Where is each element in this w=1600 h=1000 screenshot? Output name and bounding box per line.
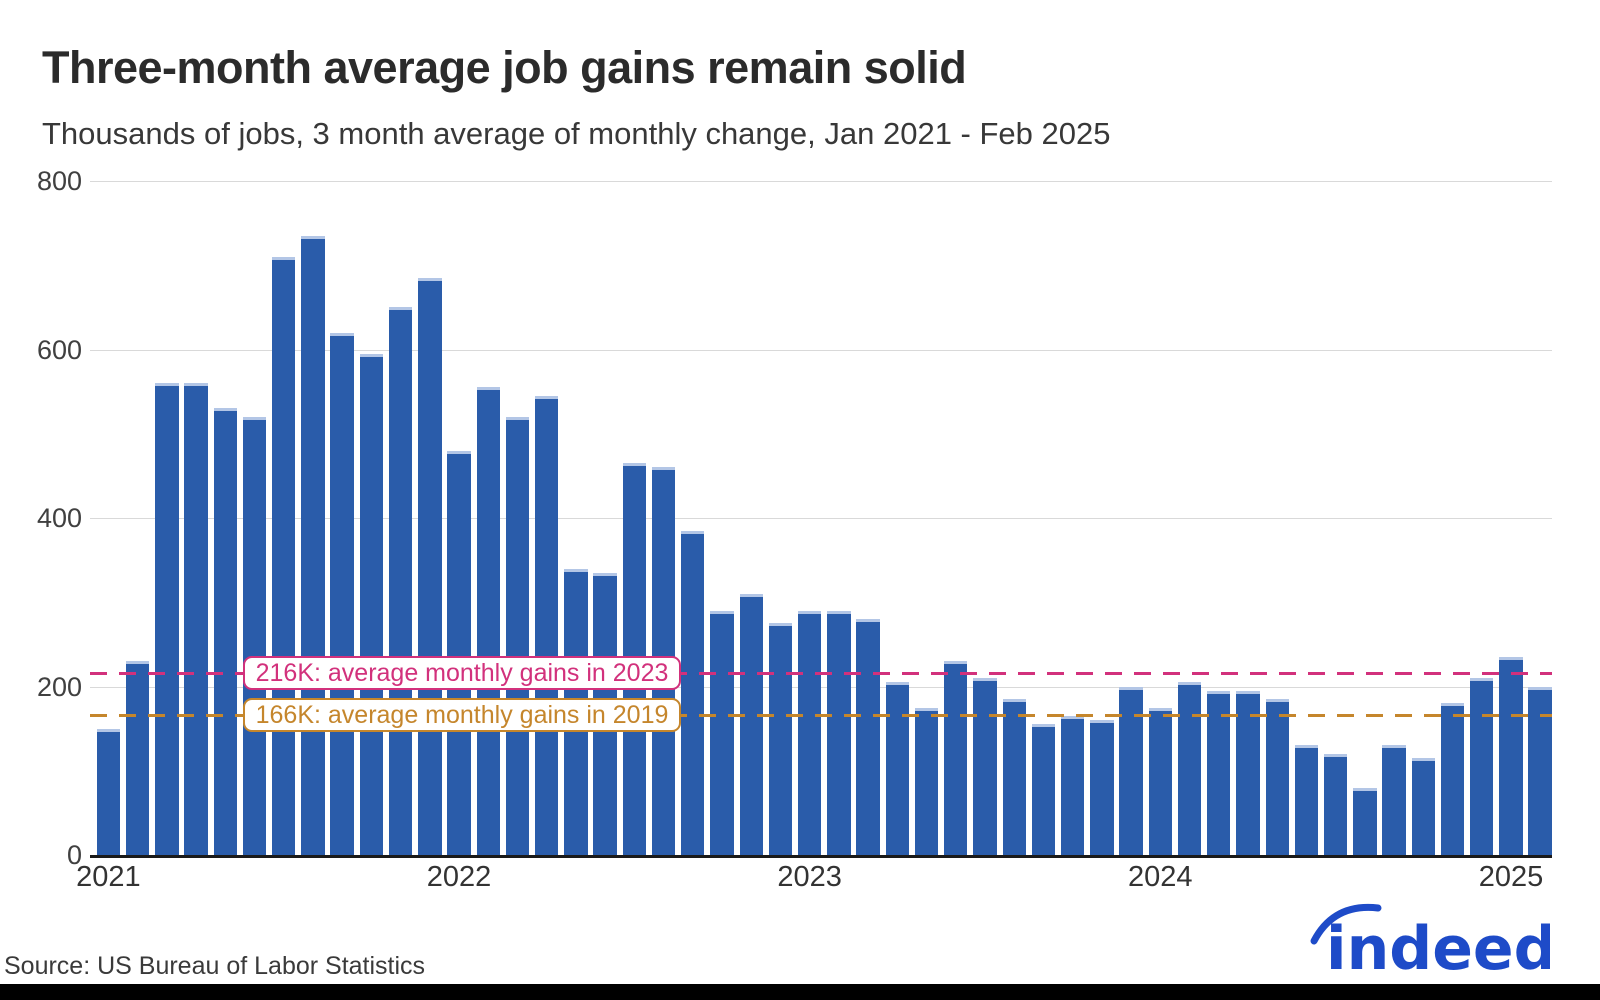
reference-line-2019 [90,713,1552,717]
bar-jan-2023 [797,610,822,855]
bar-mar-2023 [856,619,880,855]
bar-jul-2023 [973,678,997,855]
y-tick-800: 800 [36,166,82,196]
bar-mar-2024 [1207,690,1231,855]
x-tick-2022: 2022 [426,861,492,893]
bar-nov-2021 [388,307,413,855]
bar-feb-2024 [1177,682,1202,855]
bar-mar-2021 [155,383,179,855]
bar-nov-2024 [1440,703,1465,855]
bar-dec-2021 [418,277,442,855]
bar-sep-2022 [681,530,705,855]
bar-sep-2023 [1031,724,1056,855]
x-tick-2024: 2024 [1128,861,1193,893]
bar-feb-2022 [476,387,500,855]
bar-sep-2024 [1382,745,1406,855]
indeed-logo-text: indeed [1326,914,1550,984]
annotation-avg-2019: 166K: average monthly gains in 2019 [243,698,681,733]
chart-title: Three-month average job gains remain sol… [42,42,967,93]
bar-oct-2021 [359,353,384,855]
bar-jun-2021 [242,416,267,855]
bar-feb-2023 [827,610,851,855]
bar-nov-2022 [739,593,763,855]
annotation-avg-2019-label: 166K: average monthly gains in 2019 [255,700,669,729]
bar-mar-2022 [505,416,530,855]
bar-sep-2021 [330,332,354,855]
bar-oct-2022 [710,610,734,855]
y-tick-200: 200 [36,671,82,702]
source-note: Source: US Bureau of Labor Statistics [4,952,426,980]
bar-oct-2023 [1060,716,1085,855]
y-tick-600: 600 [36,334,82,365]
gridline-400 [90,518,1552,519]
bar-aug-2023 [1002,699,1026,855]
bar-may-2021 [213,408,237,855]
bar-jun-2024 [1294,745,1319,855]
x-tick-2025: 2025 [1478,861,1544,893]
indeed-swoosh-icon [1310,903,1382,945]
y-tick-400: 400 [36,503,82,533]
bar-feb-2025 [1528,686,1552,855]
bar-apr-2022 [535,395,559,855]
bar-aug-2024 [1353,787,1377,855]
bar-oct-2024 [1411,758,1435,855]
bar-jan-2021 [96,728,121,855]
bar-aug-2021 [301,235,325,855]
indeed-logo-graphic: indeed [1310,903,1557,984]
bar-apr-2024 [1236,690,1260,855]
indeed-logo: indeed [1300,893,1557,990]
bar-jan-2025 [1499,657,1523,855]
bar-jul-2024 [1323,753,1348,855]
x-tick-2023: 2023 [777,861,842,893]
annotation-avg-2023: 216K: average monthly gains in 2023 [243,656,681,691]
bar-jun-2023 [944,661,968,855]
gridline-600 [90,349,1552,351]
x-tick-2021: 2021 [76,861,141,893]
bar-dec-2023 [1119,686,1143,855]
bar-nov-2023 [1090,720,1114,855]
bar-feb-2021 [125,661,150,855]
reference-line-2023 [90,671,1552,675]
bar-dec-2022 [768,623,793,855]
bar-jan-2022 [447,450,471,855]
bar-apr-2023 [885,682,910,855]
bottom-black-bar [0,984,1600,1000]
annotation-avg-2023-label: 216K: average monthly gains in 2023 [255,658,669,687]
bar-dec-2024 [1470,678,1494,855]
bar-apr-2021 [184,383,208,855]
plot-area: 216K: average monthly gains in 2023 166K… [90,181,1552,858]
bar-may-2023 [914,707,939,855]
gridline-800 [90,181,1552,182]
bar-jan-2024 [1148,707,1172,855]
bar-may-2024 [1265,699,1289,855]
chart-subtitle: Thousands of jobs, 3 month average of mo… [42,116,1111,151]
y-tick-0: 0 [66,840,82,870]
bar-jul-2021 [272,256,296,855]
